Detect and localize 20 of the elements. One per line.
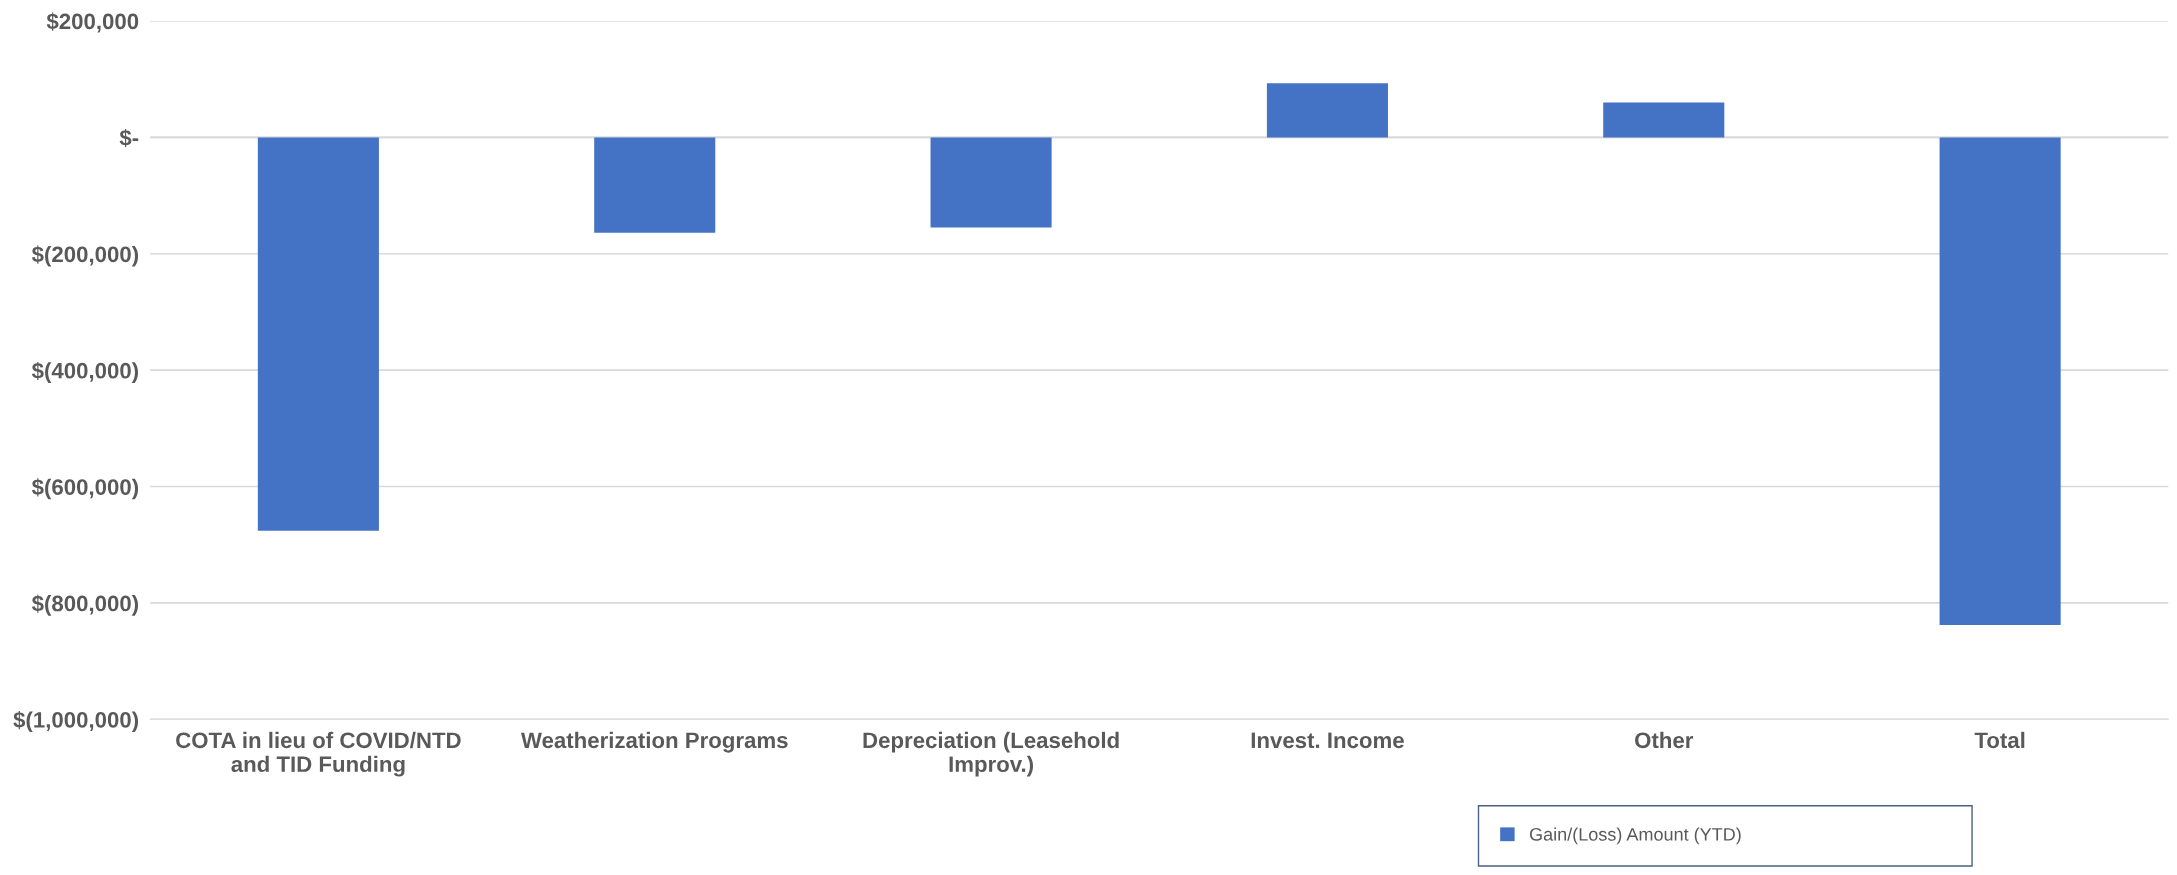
- x-tick-label: Depreciation (Leasehold Improv.): [863, 731, 1119, 777]
- y-tick-label: $(600,000): [31, 478, 139, 500]
- bar: [257, 137, 379, 531]
- x-tick-label: Invest. Income: [1251, 732, 1404, 749]
- bar: [1603, 102, 1725, 138]
- y-tick-label: $(1,000,000): [13, 711, 139, 733]
- bar: [1266, 83, 1388, 138]
- legend-label: Gain/(Loss) Amount (YTD): [1529, 827, 1741, 845]
- y-tick-label: $200,000: [46, 12, 139, 33]
- bar: [930, 137, 1052, 228]
- x-tick-label: COTA in lieu of COVID/NTD and TID Funding: [176, 731, 461, 777]
- y-tick-label: $(200,000): [31, 245, 139, 267]
- y-tick-label: $(400,000): [31, 361, 139, 383]
- bar: [594, 137, 716, 233]
- x-tick-label: Weatherization Programs: [520, 731, 788, 753]
- y-tick-label: $-: [119, 128, 139, 148]
- x-tick-label: Other: [1635, 731, 1694, 749]
- y-tick-label: $(800,000): [31, 594, 139, 616]
- bar: [1939, 137, 2061, 625]
- x-tick-label: Total: [1974, 731, 2025, 749]
